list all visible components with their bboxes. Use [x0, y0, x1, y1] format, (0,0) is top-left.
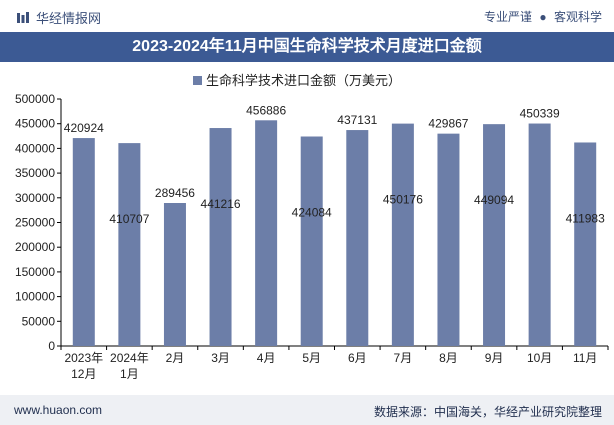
value-labels: 420924 410707 289456 441216 456886 424084 4371…: [64, 103, 605, 226]
bar: [346, 130, 369, 346]
brand: 华经情报网: [16, 8, 101, 27]
bar: [483, 124, 506, 346]
footer: www.huaon.com 数据来源：中国海关，华经产业研究院整理: [0, 395, 614, 425]
bar: [574, 142, 597, 346]
bars: [72, 120, 597, 347]
x-tick-label: 11月: [573, 351, 597, 365]
data-label: 289456: [155, 186, 195, 200]
y-tick-label: 50000: [22, 314, 56, 328]
x-tick-label: 4月: [257, 351, 276, 365]
data-label: 429867: [428, 117, 468, 131]
bar: [209, 128, 232, 346]
brand-logo-icon: [17, 11, 29, 23]
y-tick-label: 100000: [15, 290, 55, 304]
bar: [391, 123, 414, 346]
data-label: 450176: [383, 193, 423, 207]
x-axis-labels: 2023年 12月 2024年 1月 2月 3月 4月 5月 6月 7月 8月 9月 10月 11月: [60, 346, 609, 381]
data-label: 441216: [201, 197, 241, 211]
legend-swatch: [193, 76, 202, 85]
chart-legend: 生命科学技术进口金额（万美元）: [193, 73, 401, 88]
legend-label: 生命科学技术进口金额（万美元）: [206, 73, 401, 88]
x-tick-label: 3月: [211, 351, 230, 365]
data-label: 411983: [566, 211, 605, 225]
x-tick-label: 2024年: [110, 351, 149, 365]
x-tick-label: 10月: [527, 351, 552, 365]
y-tick-label: 400000: [15, 141, 55, 155]
bar-chart: 生命科学技术进口金额（万美元） 0 50000 100000 150000 200000…: [15, 73, 609, 381]
y-tick-label: 500000: [15, 92, 55, 106]
data-label: 450339: [520, 107, 560, 121]
y-tick-label: 250000: [15, 216, 55, 230]
footer-url: www.huaon.com: [14, 403, 103, 417]
x-tick-label: 8月: [439, 351, 458, 365]
data-label: 456886: [246, 103, 286, 117]
x-tick-label: 6月: [348, 351, 367, 365]
y-tick-label: 150000: [15, 265, 55, 279]
x-tick-label: 7月: [394, 351, 413, 365]
y-tick-label: 0: [48, 339, 55, 353]
bar: [300, 136, 323, 346]
y-tick-label: 300000: [15, 191, 55, 205]
bar: [437, 133, 460, 346]
bar: [118, 143, 141, 346]
data-source: 数据来源：中国海关，华经产业研究院整理: [373, 405, 602, 419]
bar: [255, 120, 278, 347]
x-tick-label: 5月: [302, 351, 321, 365]
x-tick-label: 12月: [71, 367, 96, 381]
y-tick-label: 450000: [15, 117, 55, 131]
data-label: 437131: [337, 113, 377, 127]
data-label: 420924: [64, 121, 104, 135]
data-label: 449094: [474, 193, 514, 207]
bar: [163, 203, 186, 346]
chart-title: 2023-2024年11月中国生命科学技术月度进口金额: [0, 32, 614, 62]
x-tick-label: 2月: [166, 351, 185, 365]
y-tick-label: 350000: [15, 166, 55, 180]
x-tick-label: 2023年: [64, 351, 103, 365]
tagline-first: 专业严谨: [484, 10, 533, 24]
y-tick-label: 200000: [15, 240, 55, 254]
tagline-separator: ●: [539, 10, 547, 24]
data-label: 424084: [292, 206, 332, 220]
x-tick-label: 1月: [120, 367, 139, 381]
brand-name: 华经情报网: [36, 11, 102, 26]
bar: [528, 123, 551, 346]
tagline-second: 客观科学: [553, 10, 602, 24]
data-label: 410707: [109, 212, 149, 226]
x-tick-label: 9月: [485, 351, 504, 365]
bar: [72, 138, 95, 346]
y-axis-ticks: 0 50000 100000 150000 200000 250000 300000 3500…: [15, 92, 61, 353]
tagline: 专业严谨 ● 客观科学: [484, 8, 602, 25]
top-bar: 华经情报网 专业严谨 ● 客观科学: [0, 0, 614, 32]
